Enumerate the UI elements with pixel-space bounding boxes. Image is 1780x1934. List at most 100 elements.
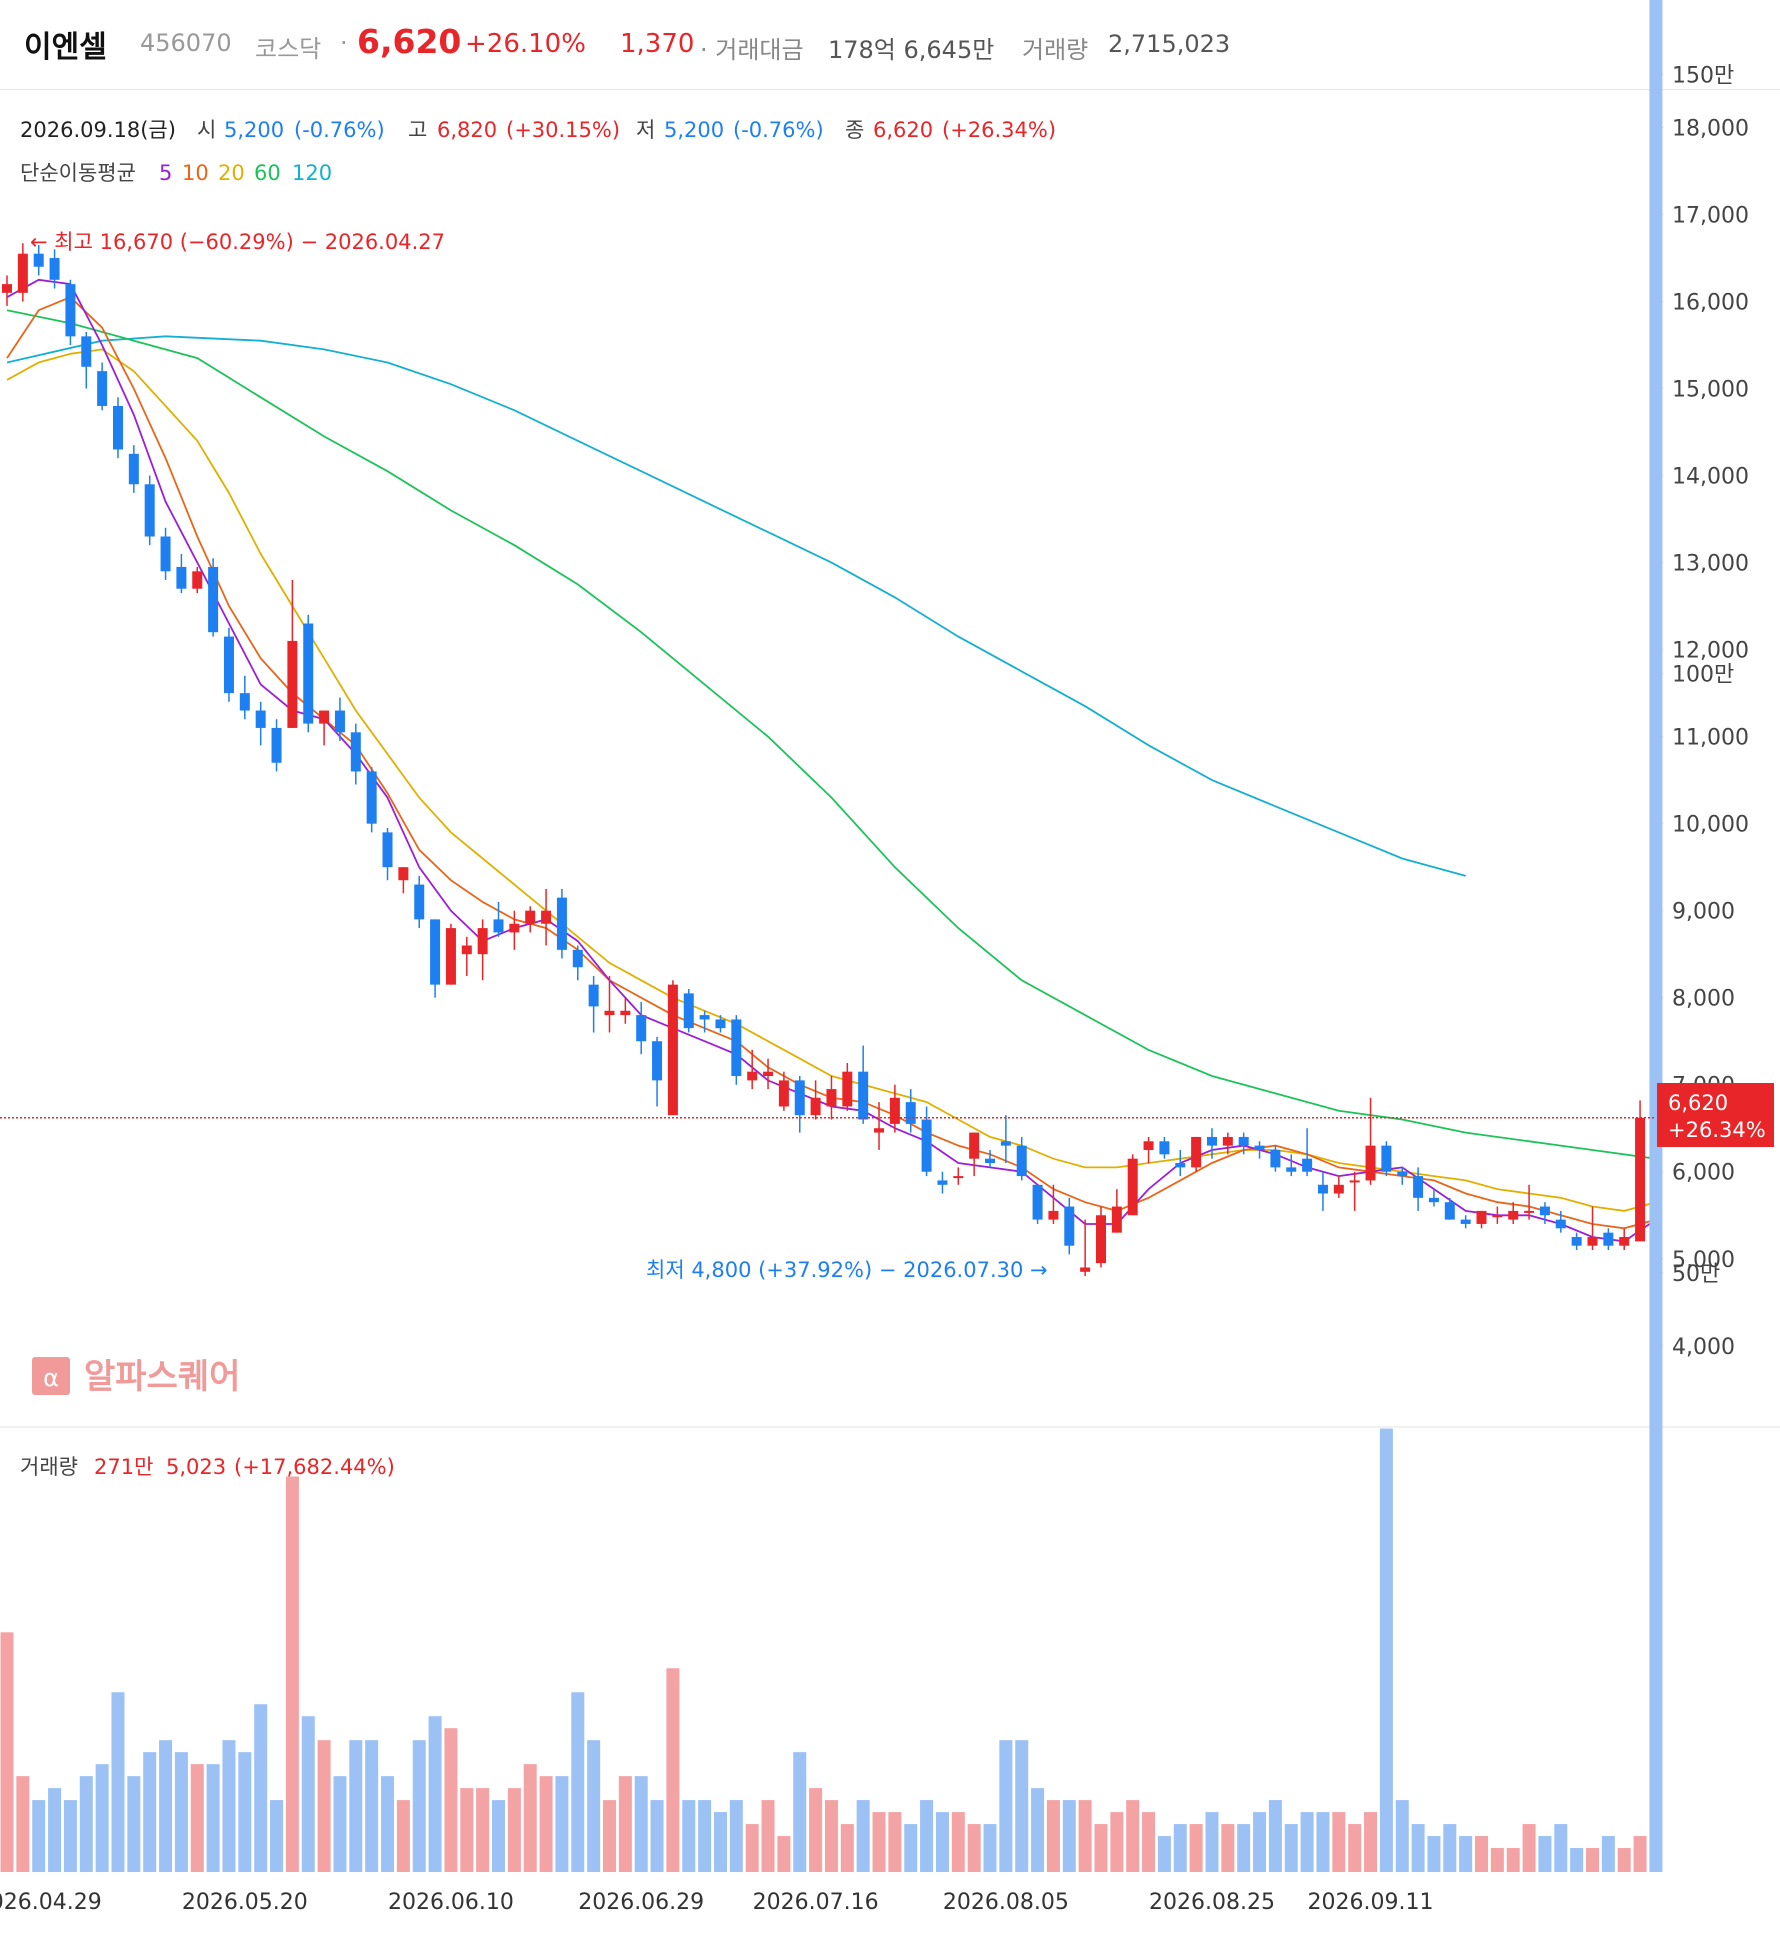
candle [1191,1136,1202,1172]
volume-bar [555,1776,569,1872]
volume-bar [1633,1836,1647,1872]
volume-bar [1617,1848,1631,1872]
candle [17,243,28,302]
low-pct: (-0.76%) [733,118,824,142]
candle-body [1016,1145,1027,1177]
volume-bar [1427,1836,1441,1872]
candle [985,1149,996,1168]
candle [1603,1228,1614,1251]
candle-body [826,1089,837,1107]
candle-body [572,949,583,968]
price-tick-label: 8,000 [1672,987,1735,1012]
candle [1127,1154,1138,1216]
volume-bar [79,1776,93,1872]
low-label: 저 [636,118,655,142]
date-tick-label: 2026.08.05 [943,1890,1069,1915]
volume-bar [713,1812,727,1872]
volume-bar [1395,1800,1409,1872]
candle [1444,1197,1455,1220]
candle [1508,1202,1519,1224]
candle [1016,1136,1027,1181]
candle-body [1238,1136,1249,1146]
candle [1635,1100,1646,1242]
candle-body [1206,1136,1217,1146]
price-tick-label: 13,000 [1672,552,1749,577]
candle-body [1191,1136,1202,1168]
candle [1619,1228,1630,1251]
candle-body [763,1071,774,1077]
candle [604,975,615,1033]
high-pct: (+30.15%) [506,118,620,142]
candle-body [1524,1210,1535,1213]
stock-header: 이엔셀 456070 코스닥 · 6,620 +26.10% 1,370 · 거… [0,0,1780,90]
volume-bar [1601,1836,1615,1872]
ma60-legend: 60 [254,161,281,185]
candle-body [1127,1158,1138,1216]
candle [1349,1171,1360,1211]
candles [2,243,1646,1277]
volume-bar [492,1800,506,1872]
volume-bar [1649,0,1663,1872]
ohlc-date: 2026.09.18(금) [20,118,176,142]
candle-body [620,1010,631,1016]
volume-bar [523,1764,537,1872]
candle [937,1171,948,1194]
candle [1111,1189,1122,1233]
candle [366,767,377,833]
candle-body [604,1010,615,1016]
candle [636,1002,647,1055]
candle-body [715,1019,726,1029]
candle [1254,1141,1265,1159]
volume-bar [1062,1800,1076,1872]
candle [1587,1206,1598,1251]
candle [414,875,425,929]
ma60-line [6,309,1657,1160]
volume-legend-label: 거래량 [20,1455,78,1479]
candle-body [445,928,456,985]
candle [239,675,250,720]
volume-label: 거래량 [1022,36,1089,64]
ma-legend-label: 단순이동평균 [20,161,136,185]
candle-body [699,1015,710,1020]
volume-bar [761,1800,775,1872]
price-tick-label: 17,000 [1672,204,1749,229]
ma10-legend: 10 [182,161,209,185]
candle [858,1045,869,1124]
volume-bar [143,1752,157,1872]
volume-legend-value: 271만 [94,1455,153,1479]
date-tick-label: 2026.08.25 [1149,1890,1275,1915]
close-value: 6,620 [873,118,933,142]
candle [1476,1210,1487,1229]
candle-body [1222,1136,1233,1146]
volume-bar [317,1740,331,1872]
price-tick-label: 14,000 [1672,465,1749,490]
candle-body [303,623,314,724]
volume-bar [1237,1824,1251,1872]
ma20-legend: 20 [218,161,245,185]
candle [556,888,567,959]
candle-body [1619,1237,1630,1246]
candle-body [969,1132,980,1159]
candle [1095,1206,1106,1268]
candle-body [223,636,234,694]
candle-body [1397,1171,1408,1177]
candle [1000,1115,1011,1164]
candle-body [1571,1237,1582,1246]
candle [1460,1215,1471,1229]
volume-value: 2,715,023 [1108,30,1231,58]
volume-bar [190,1764,204,1872]
volume-bar [1253,1812,1267,1872]
candle-body [1603,1232,1614,1246]
volume-bar [301,1716,315,1872]
candle [176,553,187,594]
volume-bar [460,1788,474,1872]
candle-body [985,1158,996,1164]
candle-body [176,566,187,589]
price-tick-label: 18,000 [1672,117,1749,142]
candle [1080,1219,1091,1277]
high-annotation: ← 최고 16,670 (−60.29%) − 2026.04.27 [30,230,445,254]
candle [223,627,234,702]
candle [1555,1210,1566,1233]
price-tag-value: 6,620 [1668,1091,1728,1115]
